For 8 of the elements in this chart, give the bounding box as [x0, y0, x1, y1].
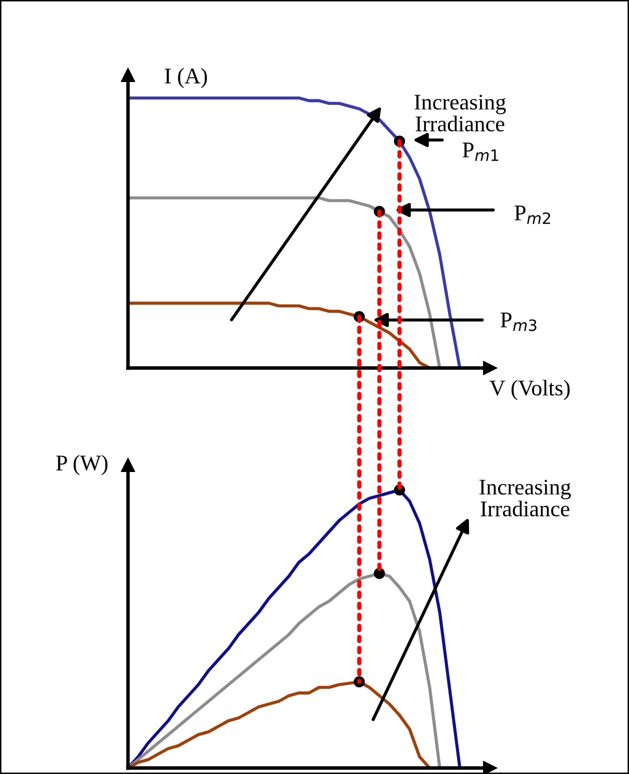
x-axis-title: V (Volts): [490, 380, 570, 400]
text: P$_{m2}$: [514, 206, 550, 224]
annotation: P$_{m1}$: [462, 142, 498, 161]
y-axis-title: I (A): [164, 68, 207, 88]
text: P$_{m3}$: [500, 312, 536, 332]
y-axis-title: P (W): [56, 454, 108, 476]
annotation: Increasing Irradiance: [480, 480, 571, 516]
annotation: Increasing Irradiance: [414, 94, 506, 132]
